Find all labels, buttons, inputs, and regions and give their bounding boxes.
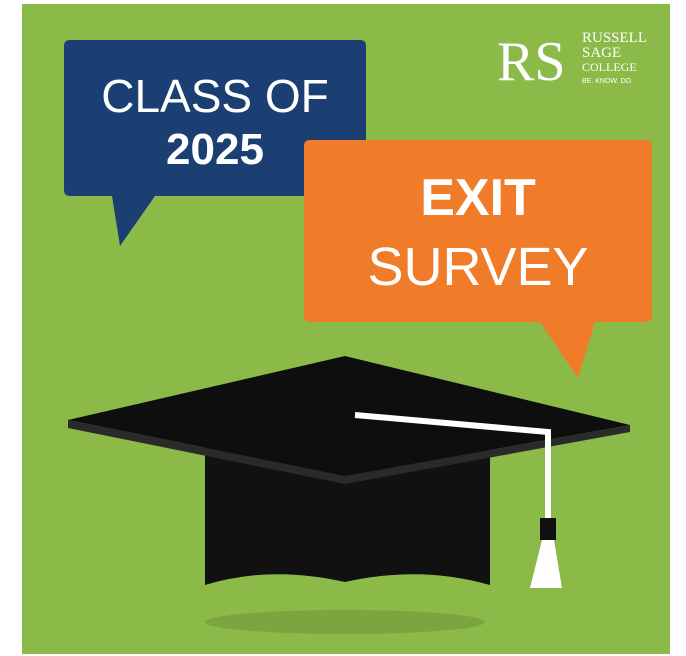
logo-monogram: RS: [497, 31, 566, 93]
bubble-text: EXIT: [420, 169, 536, 227]
logo-name: COLLEGE: [582, 60, 637, 74]
tassel-cord: [354, 412, 551, 520]
logo-name: SAGE: [582, 45, 621, 61]
tassel: [530, 540, 562, 588]
bubble-text: CLASS OF: [101, 70, 329, 122]
cap-base: [205, 445, 490, 585]
logo-name: RUSSELL: [582, 30, 647, 46]
cap-board: [68, 356, 630, 476]
bubble-text: 2025: [166, 125, 264, 174]
speech-bubble: [304, 140, 652, 378]
bubble-text: SURVEY: [367, 237, 588, 297]
shadow: [205, 610, 485, 634]
cap-edge: [68, 420, 630, 484]
tassel-knot: [540, 518, 556, 540]
speech-bubble: [64, 40, 366, 246]
logo-tagline: BE. KNOW. DO.: [582, 78, 633, 85]
